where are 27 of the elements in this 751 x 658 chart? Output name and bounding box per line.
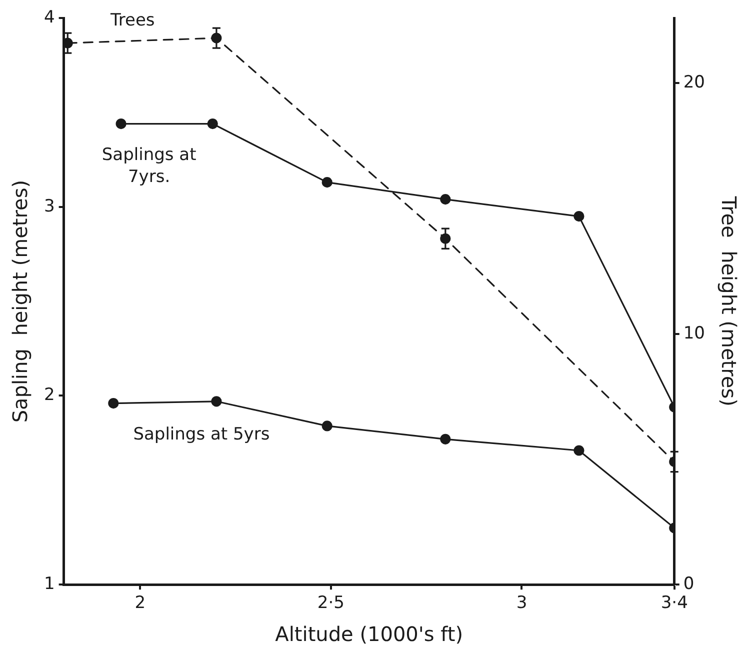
point <box>322 177 332 188</box>
y-tick-label: 3 <box>44 196 55 216</box>
x-tick-label: 3·4 <box>660 593 688 614</box>
point <box>574 445 584 456</box>
series-label: Trees <box>109 10 155 30</box>
point <box>211 396 222 407</box>
point <box>207 118 218 130</box>
point <box>574 211 584 222</box>
y-tick-label: 1 <box>44 574 55 594</box>
y-tick-label: 4 <box>44 7 55 28</box>
x-tick-label: 2 <box>134 593 146 614</box>
y2-tick-label: 20 <box>683 72 706 93</box>
y2-tick-label: 10 <box>683 323 706 344</box>
point <box>440 194 451 205</box>
point <box>322 420 332 432</box>
series-label: Saplings at 7yrs. <box>102 145 197 188</box>
point <box>116 118 126 130</box>
point <box>108 398 119 409</box>
point <box>440 434 451 444</box>
x-axis-title: Altitude (1000's ft) <box>275 622 464 646</box>
y2-axis-title: Tree height (metres) <box>716 195 741 406</box>
x-tick-label: 3 <box>516 593 528 614</box>
y2-tick-label: 0 <box>683 574 694 594</box>
series-label: Saplings at 5yrs <box>133 424 270 445</box>
y-tick-label: 2 <box>44 385 55 406</box>
x-tick-label: 2·5 <box>317 593 344 614</box>
y-axis-title: Sapling height (metres) <box>8 180 32 423</box>
